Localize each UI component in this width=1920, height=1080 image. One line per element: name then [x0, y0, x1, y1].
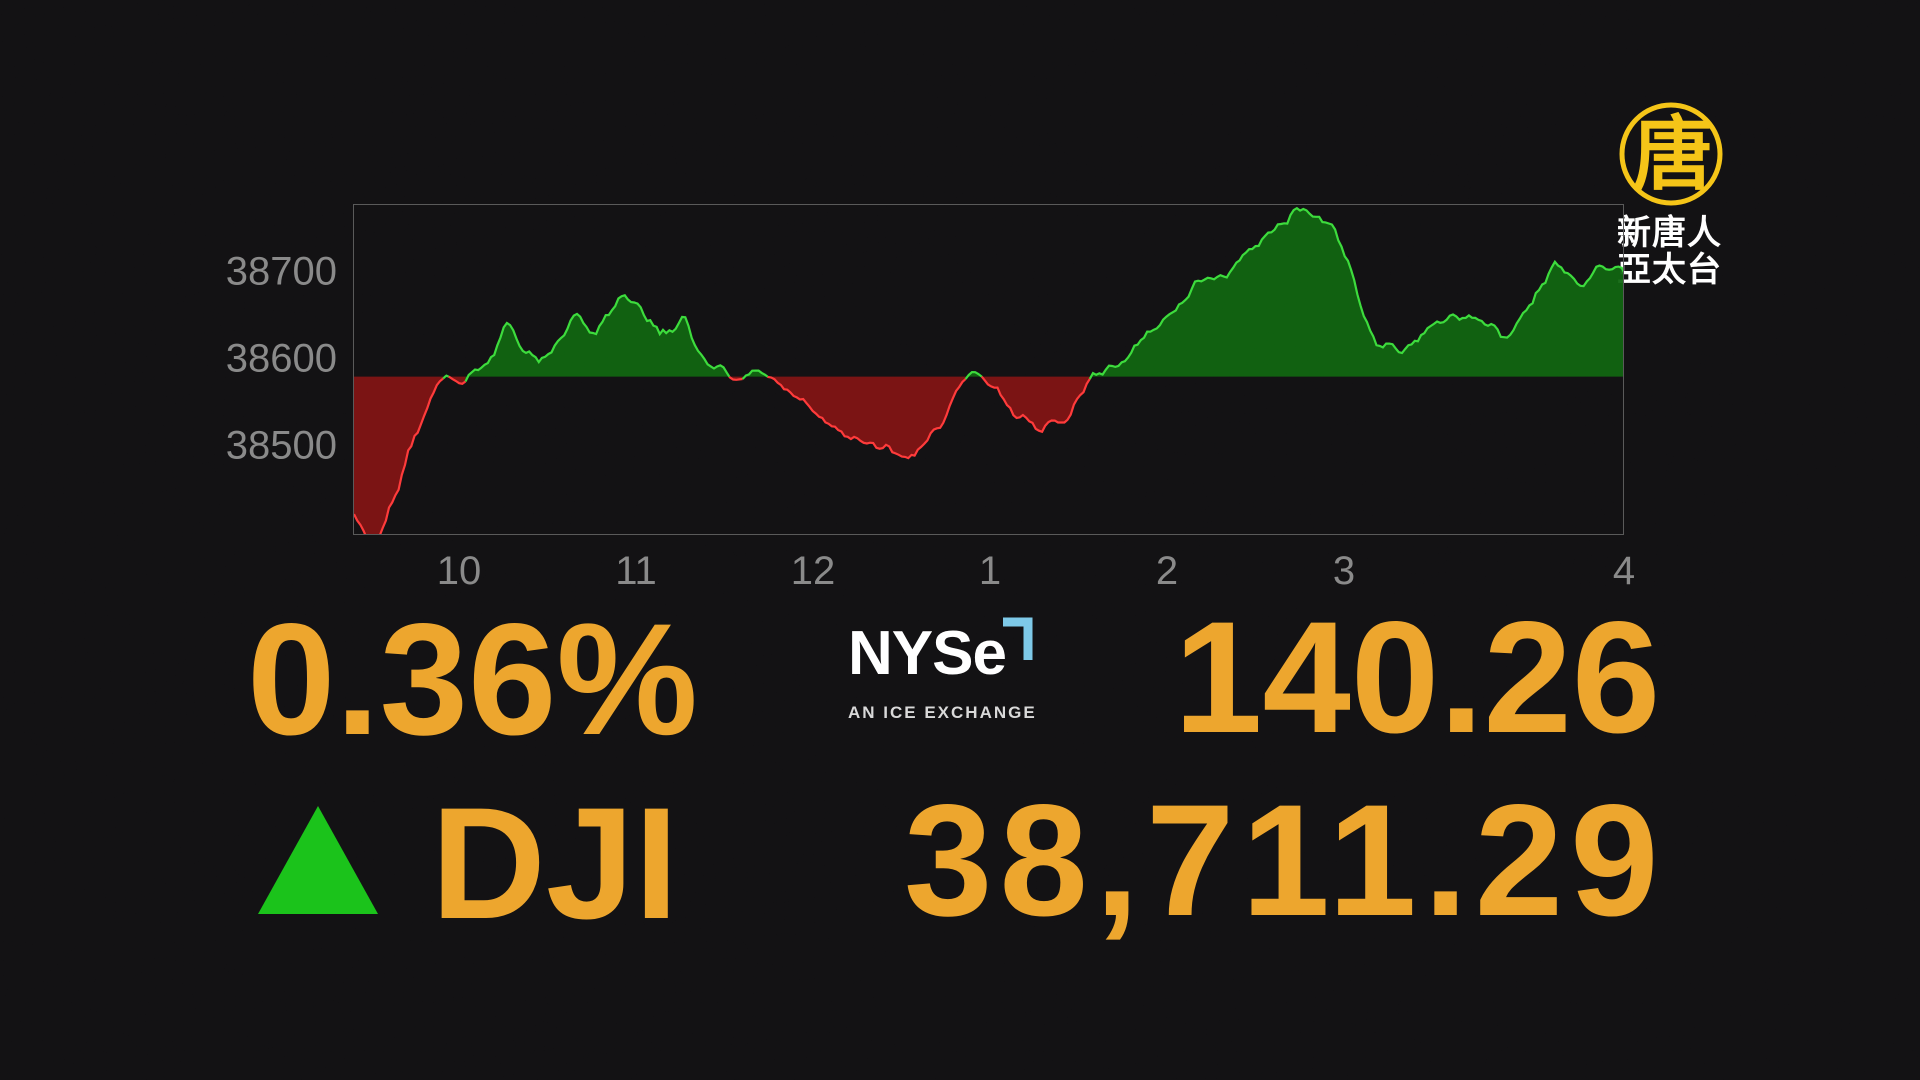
svg-text:NYSe: NYSe — [848, 619, 1006, 688]
svg-text:唐: 唐 — [1633, 110, 1713, 199]
